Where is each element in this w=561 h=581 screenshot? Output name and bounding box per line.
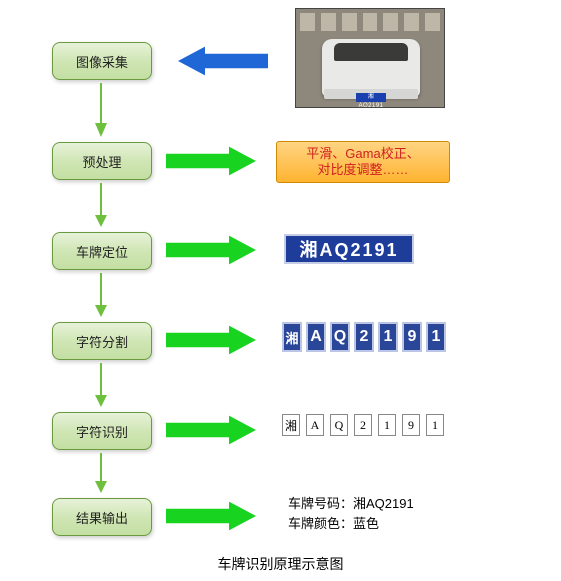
char-box: 9 bbox=[402, 414, 420, 436]
flow-arrow-down bbox=[93, 83, 109, 139]
recognized-chars: 湘 A Q 2 1 9 1 bbox=[282, 414, 444, 436]
stage-box-preprocess: 预处理 bbox=[52, 142, 152, 180]
located-plate: 湘AQ2191 bbox=[284, 234, 414, 264]
seg-char: 9 bbox=[402, 322, 422, 352]
char-box: 湘 bbox=[282, 414, 300, 436]
seg-char: 湘 bbox=[282, 322, 302, 352]
stage-label: 字符分割 bbox=[76, 332, 128, 351]
result-output: 车牌号码：湘AQ2191 车牌颜色：蓝色 bbox=[288, 494, 414, 533]
stage-arrow-icon bbox=[166, 144, 256, 178]
segmented-chars: 湘 A Q 2 1 9 1 bbox=[282, 322, 446, 352]
stage-box-recognize: 字符识别 bbox=[52, 412, 152, 450]
char-box: Q bbox=[330, 414, 348, 436]
result-value-number: 湘AQ2191 bbox=[353, 496, 414, 511]
result-label-color: 车牌颜色： bbox=[288, 516, 353, 531]
seg-char: A bbox=[306, 322, 326, 352]
seg-char: 1 bbox=[426, 322, 446, 352]
stage-label: 字符识别 bbox=[76, 422, 128, 441]
flow-arrow-down bbox=[93, 453, 109, 495]
stage-box-acquire: 图像采集 bbox=[52, 42, 152, 80]
car-plate-mini: 湘AQ2191 bbox=[356, 93, 386, 102]
stage-box-output: 结果输出 bbox=[52, 498, 152, 536]
flow-arrow-down bbox=[93, 183, 109, 229]
stage-arrow-icon bbox=[166, 499, 256, 533]
stage-label: 预处理 bbox=[82, 152, 121, 171]
flow-arrow-down bbox=[93, 363, 109, 409]
stage-box-segment: 字符分割 bbox=[52, 322, 152, 360]
sample-car-image: 湘AQ2191 bbox=[295, 8, 445, 108]
stage-box-locate: 车牌定位 bbox=[52, 232, 152, 270]
seg-char: Q bbox=[330, 322, 350, 352]
stage-label: 车牌定位 bbox=[76, 242, 128, 261]
stage-label: 图像采集 bbox=[76, 52, 128, 71]
seg-char: 1 bbox=[378, 322, 398, 352]
stage-arrow-icon bbox=[166, 323, 256, 357]
char-box: A bbox=[306, 414, 324, 436]
input-arrow-icon bbox=[178, 44, 268, 78]
figure-caption: 车牌识别原理示意图 bbox=[0, 554, 561, 574]
preprocess-note: 平滑、Gama校正、 对比度调整…… bbox=[276, 141, 450, 183]
result-label-number: 车牌号码： bbox=[288, 496, 353, 511]
preprocess-note-text: 平滑、Gama校正、 对比度调整…… bbox=[306, 146, 419, 179]
char-box: 1 bbox=[378, 414, 396, 436]
stage-label: 结果输出 bbox=[76, 508, 128, 527]
char-box: 2 bbox=[354, 414, 372, 436]
seg-char: 2 bbox=[354, 322, 374, 352]
char-box: 1 bbox=[426, 414, 444, 436]
stage-arrow-icon bbox=[166, 233, 256, 267]
stage-arrow-icon bbox=[166, 413, 256, 447]
plate-text: 湘AQ2191 bbox=[299, 236, 398, 262]
result-value-color: 蓝色 bbox=[353, 516, 379, 531]
flow-arrow-down bbox=[93, 273, 109, 319]
